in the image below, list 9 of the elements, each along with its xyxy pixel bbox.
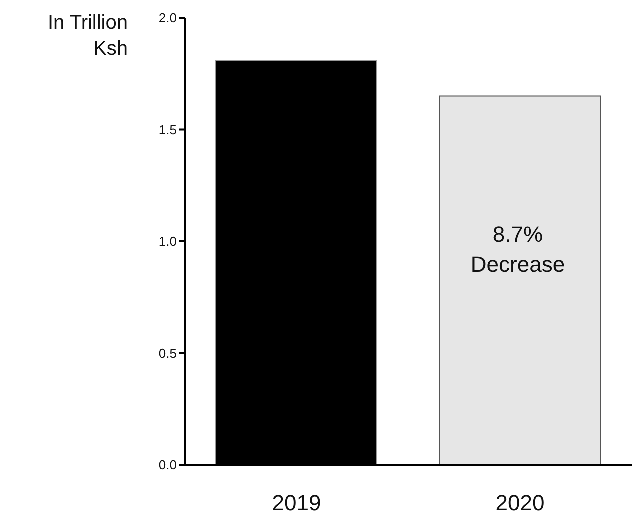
- y-tick-label: 0.5: [158, 346, 177, 361]
- x-tick-label: 2020: [496, 490, 545, 516]
- y-tick-label: 0.0: [158, 458, 177, 473]
- y-tick-label: 1.5: [158, 122, 177, 138]
- y-tick-label: 1.0: [158, 234, 177, 250]
- annotation: 8.7% Decrease: [470, 221, 566, 279]
- y-axis-title: In Trillion Ksh: [46, 11, 128, 62]
- x-tick-label: 2019: [272, 490, 322, 516]
- y-tick-label: 2.0: [158, 10, 177, 26]
